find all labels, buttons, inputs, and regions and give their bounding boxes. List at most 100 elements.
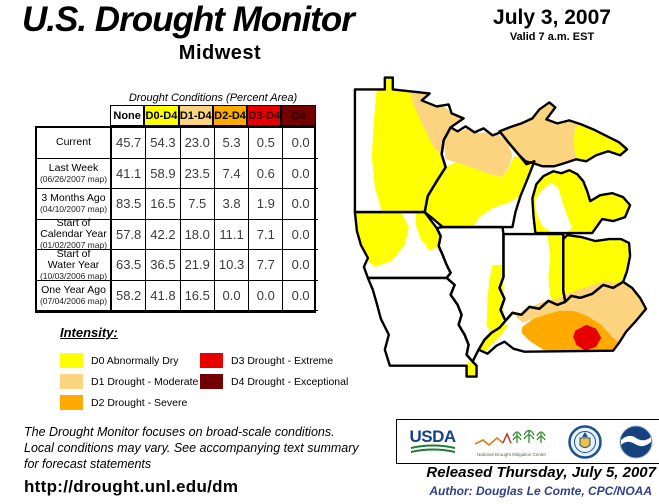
table-value-cell: 58.2 bbox=[112, 280, 147, 311]
drought-conditions-table: Drought Conditions (Percent Area) None D0… bbox=[35, 92, 318, 313]
legend-label: D0 Abnormally Dry bbox=[91, 354, 179, 367]
legend-item-d0: D0 Abnormally Dry bbox=[60, 353, 179, 368]
usda-logo: USDA bbox=[409, 428, 456, 454]
column-header-d3-d4: D3-D4 bbox=[247, 105, 282, 126]
table-header-row: None D0-D4 D1-D4 D2-D4 D3-D4 D4 bbox=[35, 105, 316, 126]
table-value-cell: 45.7 bbox=[112, 128, 147, 159]
table-value-cell: 41.1 bbox=[112, 158, 147, 189]
released-date: Released Thursday, July 5, 2007 bbox=[426, 464, 656, 481]
valid-time: Valid 7 a.m. EST bbox=[509, 31, 595, 43]
row-label-note: (06/26/2007 map) bbox=[39, 173, 108, 184]
row-label: 3 Months Ago (04/10/2007 map) bbox=[37, 189, 112, 220]
d0-area-west-iowa bbox=[354, 213, 409, 267]
row-label: Last Week (06/26/2007 map) bbox=[37, 158, 112, 189]
ndmc-trees-icon bbox=[474, 429, 546, 447]
table-value-cell: 5.3 bbox=[214, 128, 250, 159]
page-title: U.S. Drought Monitor bbox=[22, 0, 355, 39]
table-caption: Drought Conditions (Percent Area) bbox=[128, 92, 298, 104]
table-value-cell: 0.0 bbox=[283, 128, 318, 159]
map-date: July 3, 2007 bbox=[493, 6, 611, 29]
table-value-cell: 7.5 bbox=[180, 189, 215, 220]
table-value-cell: 0.6 bbox=[249, 158, 284, 189]
table-value-cell: 23.0 bbox=[180, 128, 215, 159]
row-label: Start of Calendar Year (01/02/2007 map) bbox=[37, 217, 112, 251]
drought-monitor-url: http://drought.unl.edu/dm bbox=[24, 477, 239, 496]
row-label-text: Calendar Year bbox=[40, 228, 107, 241]
table-value-cell: 0.0 bbox=[283, 250, 318, 281]
legend-item-d1: D1 Drought - Moderate bbox=[60, 374, 198, 389]
legend-label: D4 Drought - Exceptional bbox=[231, 375, 349, 388]
row-label-note: (10/03/2006 map) bbox=[39, 270, 108, 281]
row-label-note: (04/10/2007 map) bbox=[39, 204, 108, 215]
row-label: Start of Water Year (10/03/2006 map) bbox=[37, 247, 112, 281]
disclaimer-line: for forecast statements bbox=[24, 457, 152, 471]
row-label: One Year Ago (07/04/2006 map) bbox=[37, 280, 112, 311]
d1-area-ohio-valley bbox=[515, 280, 647, 343]
row-label-text: One Year Ago bbox=[41, 283, 106, 296]
row-label: Current bbox=[37, 128, 112, 159]
table-value-cell: 0.0 bbox=[283, 281, 318, 311]
table-value-cell: 0.0 bbox=[283, 159, 318, 189]
table-value-cell: 7.4 bbox=[214, 158, 250, 189]
table-value-cell: 36.5 bbox=[146, 250, 181, 281]
state-illinois bbox=[435, 225, 507, 363]
legend-swatch-d4 bbox=[200, 374, 223, 389]
table-value-cell: 63.5 bbox=[112, 250, 147, 281]
table-body: Current 45.7 54.3 23.0 5.3 0.5 0.0 Last Week (06… bbox=[35, 126, 318, 313]
d0-area-wisconsin bbox=[424, 155, 535, 228]
column-header-d0-d4: D0-D4 bbox=[144, 105, 179, 126]
legend-item-d2: D2 Drought - Severe bbox=[60, 395, 187, 410]
table-value-cell: 21.9 bbox=[180, 250, 215, 281]
column-header-d2-d4: D2-D4 bbox=[212, 105, 248, 126]
legend-swatch-d2 bbox=[60, 395, 83, 410]
d1-area-west-upper-michigan bbox=[499, 102, 582, 167]
table-value-cell: 42.2 bbox=[146, 219, 181, 250]
disclaimer-line: The Drought Monitor focuses on broad-sca… bbox=[24, 425, 335, 439]
table-value-cell: 0.0 bbox=[283, 220, 318, 250]
column-header-d1-d4: D1-D4 bbox=[178, 105, 213, 126]
noaa-circle-icon bbox=[619, 425, 652, 458]
state-michigan-upper bbox=[498, 101, 629, 168]
column-header-none: None bbox=[110, 105, 145, 126]
disclaimer-line: Local conditions may vary. See accompany… bbox=[24, 441, 359, 455]
table-value-cell: 7.1 bbox=[249, 219, 284, 250]
commerce-seal-icon bbox=[567, 424, 602, 459]
date-block: July 3, 2007 Valid 7 a.m. EST bbox=[452, 6, 652, 43]
ndmc-logo: National Drought Mitigation Center bbox=[473, 426, 551, 457]
noaa-logo bbox=[619, 425, 653, 459]
table-value-cell: 16.5 bbox=[180, 280, 215, 311]
legend-label: D2 Drought - Severe bbox=[91, 396, 188, 409]
row-label-text: Water Year bbox=[47, 258, 100, 271]
state-wisconsin bbox=[423, 125, 536, 229]
d0-area-missouri-bootheel bbox=[467, 361, 476, 377]
d0-area-northeast-iowa bbox=[415, 212, 441, 251]
no-drought-area-central-michigan bbox=[535, 182, 573, 234]
row-label-note: (07/04/2006 map) bbox=[39, 295, 108, 306]
row-label-text: Start of bbox=[56, 247, 91, 260]
legend-item-d4: D4 Drought - Exceptional bbox=[200, 374, 348, 389]
table-value-cell: 3.8 bbox=[214, 189, 250, 220]
table-value-cell: 58.9 bbox=[146, 158, 181, 189]
row-label-text: Start of bbox=[56, 217, 91, 230]
table-value-cell: 54.3 bbox=[146, 128, 181, 159]
table-value-cell: 0.0 bbox=[283, 189, 318, 220]
usda-swoosh bbox=[410, 444, 455, 453]
midwest-drought-map bbox=[353, 76, 648, 378]
legend-label: D3 Drought - Extreme bbox=[231, 354, 334, 367]
state-kentucky bbox=[477, 280, 648, 355]
table-value-cell: 23.5 bbox=[180, 158, 215, 189]
table-value-cell: 1.9 bbox=[249, 189, 284, 220]
table-value-cell: 83.5 bbox=[112, 189, 147, 220]
row-label-note: (01/02/2007 map) bbox=[39, 240, 108, 251]
table-value-cell: 7.7 bbox=[249, 250, 284, 281]
table-value-cell: 57.8 bbox=[112, 219, 147, 250]
table-header-spacer bbox=[35, 105, 110, 124]
legend-label: D1 Drought - Moderate bbox=[91, 375, 199, 388]
table-value-cell: 16.5 bbox=[146, 189, 181, 220]
commerce-seal-logo bbox=[567, 424, 602, 459]
author-credit: Author: Douglas Le Comte, CPC/NOAA bbox=[429, 484, 652, 498]
table-value-cell: 0.0 bbox=[214, 280, 250, 311]
d1-area-northeast-minnesota bbox=[409, 91, 464, 155]
d3-area-south-kentucky bbox=[573, 324, 602, 351]
